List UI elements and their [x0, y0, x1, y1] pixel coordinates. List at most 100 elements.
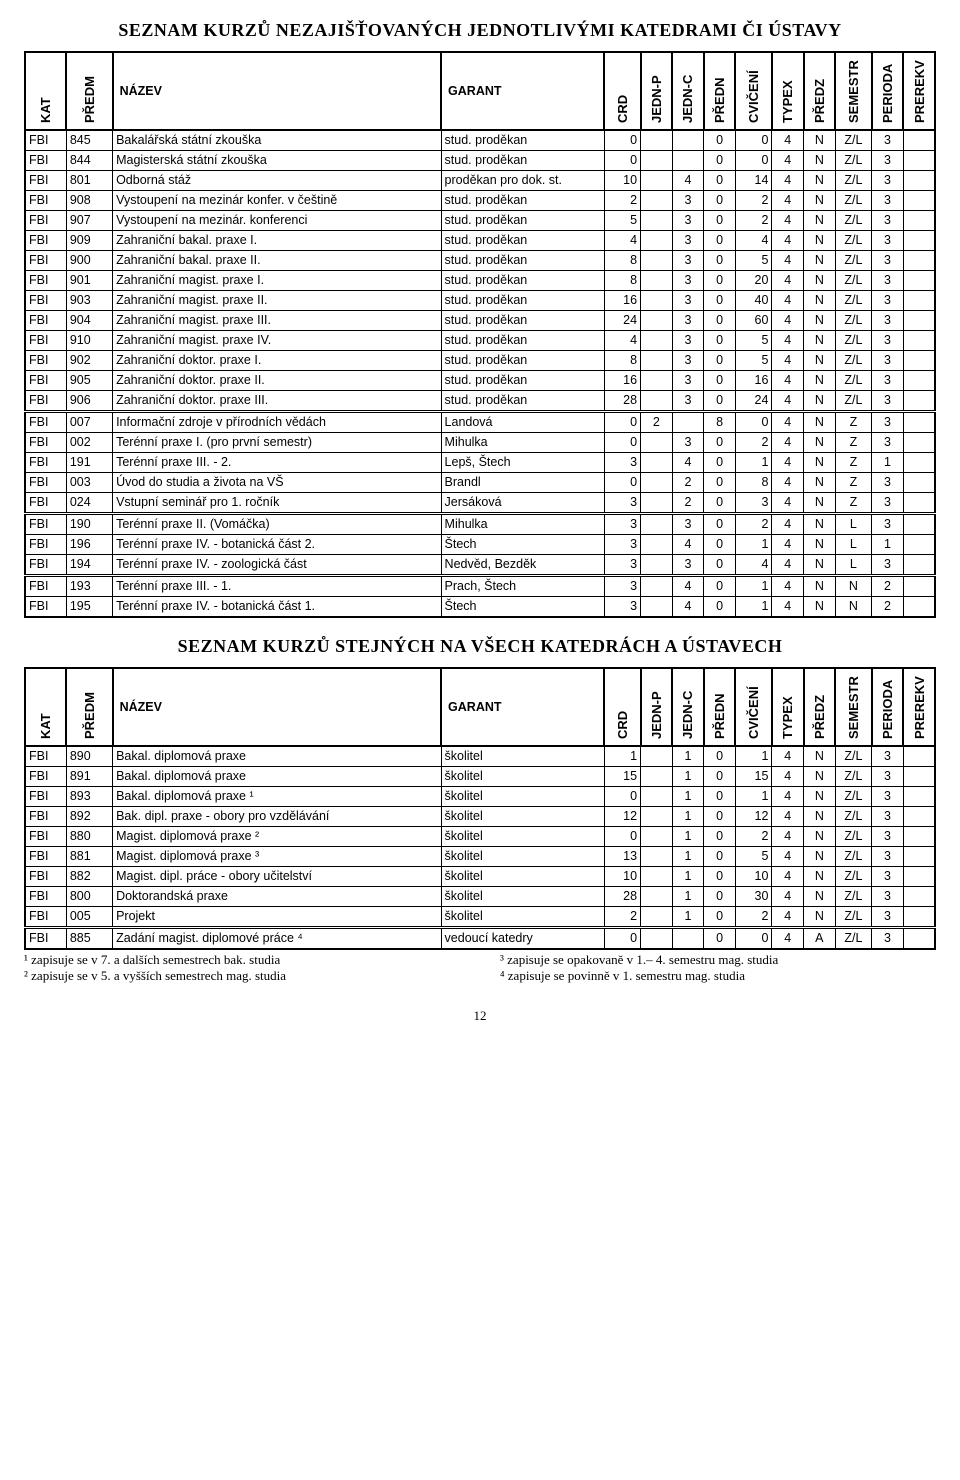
col-header-jednc: JEDN-C: [672, 52, 704, 130]
cell-per: 3: [872, 907, 904, 928]
cell-nazev: Magist. dipl. práce - obory učitelství: [113, 867, 441, 887]
cell-jednc: 3: [672, 291, 704, 311]
cell-nazev: Zahraniční magist. praxe II.: [113, 291, 441, 311]
cell-garant: stud. proděkan: [441, 191, 604, 211]
cell-pre: [903, 130, 935, 151]
cell-predm: 901: [66, 271, 112, 291]
cell-crd: 16: [604, 291, 640, 311]
footnote-1: ¹ zapisuje se v 7. a dalších semestrech …: [24, 952, 460, 968]
cell-jednp: [641, 514, 673, 535]
cell-pre: [903, 767, 935, 787]
cell-sem: Z/L: [835, 887, 871, 907]
cell-nazev: Terénní praxe IV. - zoologická část: [113, 555, 441, 576]
cell-pre: [903, 211, 935, 231]
col-header-cvic: CVIČENÍ: [735, 52, 771, 130]
cell-garant: stud. proděkan: [441, 251, 604, 271]
col-header-nazev: NÁZEV: [113, 668, 441, 746]
col-header-garant: GARANT: [441, 52, 604, 130]
cell-garant: školitel: [441, 867, 604, 887]
cell-jednc: 1: [672, 787, 704, 807]
table-row: FBI190Terénní praxe II. (Vomáčka)Mihulka…: [25, 514, 935, 535]
col-header-perioda: PERIODA: [872, 668, 904, 746]
cell-nazev: Bak. dipl. praxe - obory pro vzdělávání: [113, 807, 441, 827]
cell-nazev: Magisterská státní zkouška: [113, 151, 441, 171]
cell-per: 3: [872, 433, 904, 453]
cell-nazev: Zadání magist. diplomové práce ⁴: [113, 928, 441, 950]
cell-cvic: 16: [735, 371, 771, 391]
cell-predn: 0: [704, 351, 736, 371]
cell-typex: 4: [772, 767, 804, 787]
cell-jednp: [641, 597, 673, 618]
cell-predm: 880: [66, 827, 112, 847]
cell-jednp: [641, 291, 673, 311]
cell-per: 3: [872, 151, 904, 171]
cell-crd: 2: [604, 907, 640, 928]
cell-crd: 3: [604, 597, 640, 618]
cell-cvic: 8: [735, 473, 771, 493]
cell-predm: 800: [66, 887, 112, 907]
cell-jednp: [641, 787, 673, 807]
cell-jednc: 4: [672, 535, 704, 555]
cell-kat: FBI: [25, 867, 66, 887]
cell-kat: FBI: [25, 251, 66, 271]
page-number: 12: [24, 1008, 936, 1024]
cell-kat: FBI: [25, 767, 66, 787]
cell-predz: N: [804, 767, 836, 787]
cell-predn: 0: [704, 555, 736, 576]
cell-per: 3: [872, 391, 904, 412]
cell-crd: 8: [604, 271, 640, 291]
cell-typex: 4: [772, 535, 804, 555]
cell-predn: 0: [704, 291, 736, 311]
cell-predz: N: [804, 412, 836, 433]
cell-kat: FBI: [25, 412, 66, 433]
cell-sem: Z/L: [835, 130, 871, 151]
cell-cvic: 1: [735, 597, 771, 618]
footnote-4: ⁴ zapisuje se povinně v 1. semestru mag.…: [500, 968, 936, 984]
cell-nazev: Zahraniční bakal. praxe II.: [113, 251, 441, 271]
cell-predm: 007: [66, 412, 112, 433]
cell-jednp: [641, 211, 673, 231]
cell-pre: [903, 847, 935, 867]
cell-predm: 005: [66, 907, 112, 928]
table-row: FBI800Doktorandská praxeškolitel2810304N…: [25, 887, 935, 907]
cell-garant: Štech: [441, 597, 604, 618]
cell-crd: 3: [604, 576, 640, 597]
cell-nazev: Bakalářská státní zkouška: [113, 130, 441, 151]
cell-garant: stud. proděkan: [441, 271, 604, 291]
cell-predm: 002: [66, 433, 112, 453]
cell-cvic: 5: [735, 251, 771, 271]
cell-typex: 4: [772, 351, 804, 371]
cell-predm: 882: [66, 867, 112, 887]
cell-typex: 4: [772, 827, 804, 847]
cell-kat: FBI: [25, 291, 66, 311]
cell-per: 2: [872, 597, 904, 618]
cell-pre: [903, 576, 935, 597]
cell-predn: 0: [704, 767, 736, 787]
cell-garant: stud. proděkan: [441, 291, 604, 311]
cell-predz: N: [804, 576, 836, 597]
cell-typex: 4: [772, 311, 804, 331]
cell-per: 3: [872, 191, 904, 211]
col-header-kat: KAT: [25, 52, 66, 130]
cell-sem: Z/L: [835, 847, 871, 867]
cell-per: 3: [872, 827, 904, 847]
cell-cvic: 5: [735, 847, 771, 867]
cell-predz: N: [804, 271, 836, 291]
table-row: FBI003Úvod do studia a života na VŠBrand…: [25, 473, 935, 493]
cell-jednp: [641, 231, 673, 251]
cell-pre: [903, 412, 935, 433]
cell-typex: 4: [772, 847, 804, 867]
col-header-crd: CRD: [604, 668, 640, 746]
cell-nazev: Úvod do studia a života na VŠ: [113, 473, 441, 493]
cell-kat: FBI: [25, 130, 66, 151]
cell-kat: FBI: [25, 514, 66, 535]
cell-kat: FBI: [25, 473, 66, 493]
cell-crd: 28: [604, 887, 640, 907]
cell-per: 1: [872, 453, 904, 473]
cell-pre: [903, 251, 935, 271]
cell-predm: 903: [66, 291, 112, 311]
cell-garant: školitel: [441, 787, 604, 807]
cell-jednc: 3: [672, 311, 704, 331]
cell-kat: FBI: [25, 211, 66, 231]
cell-predn: 0: [704, 130, 736, 151]
